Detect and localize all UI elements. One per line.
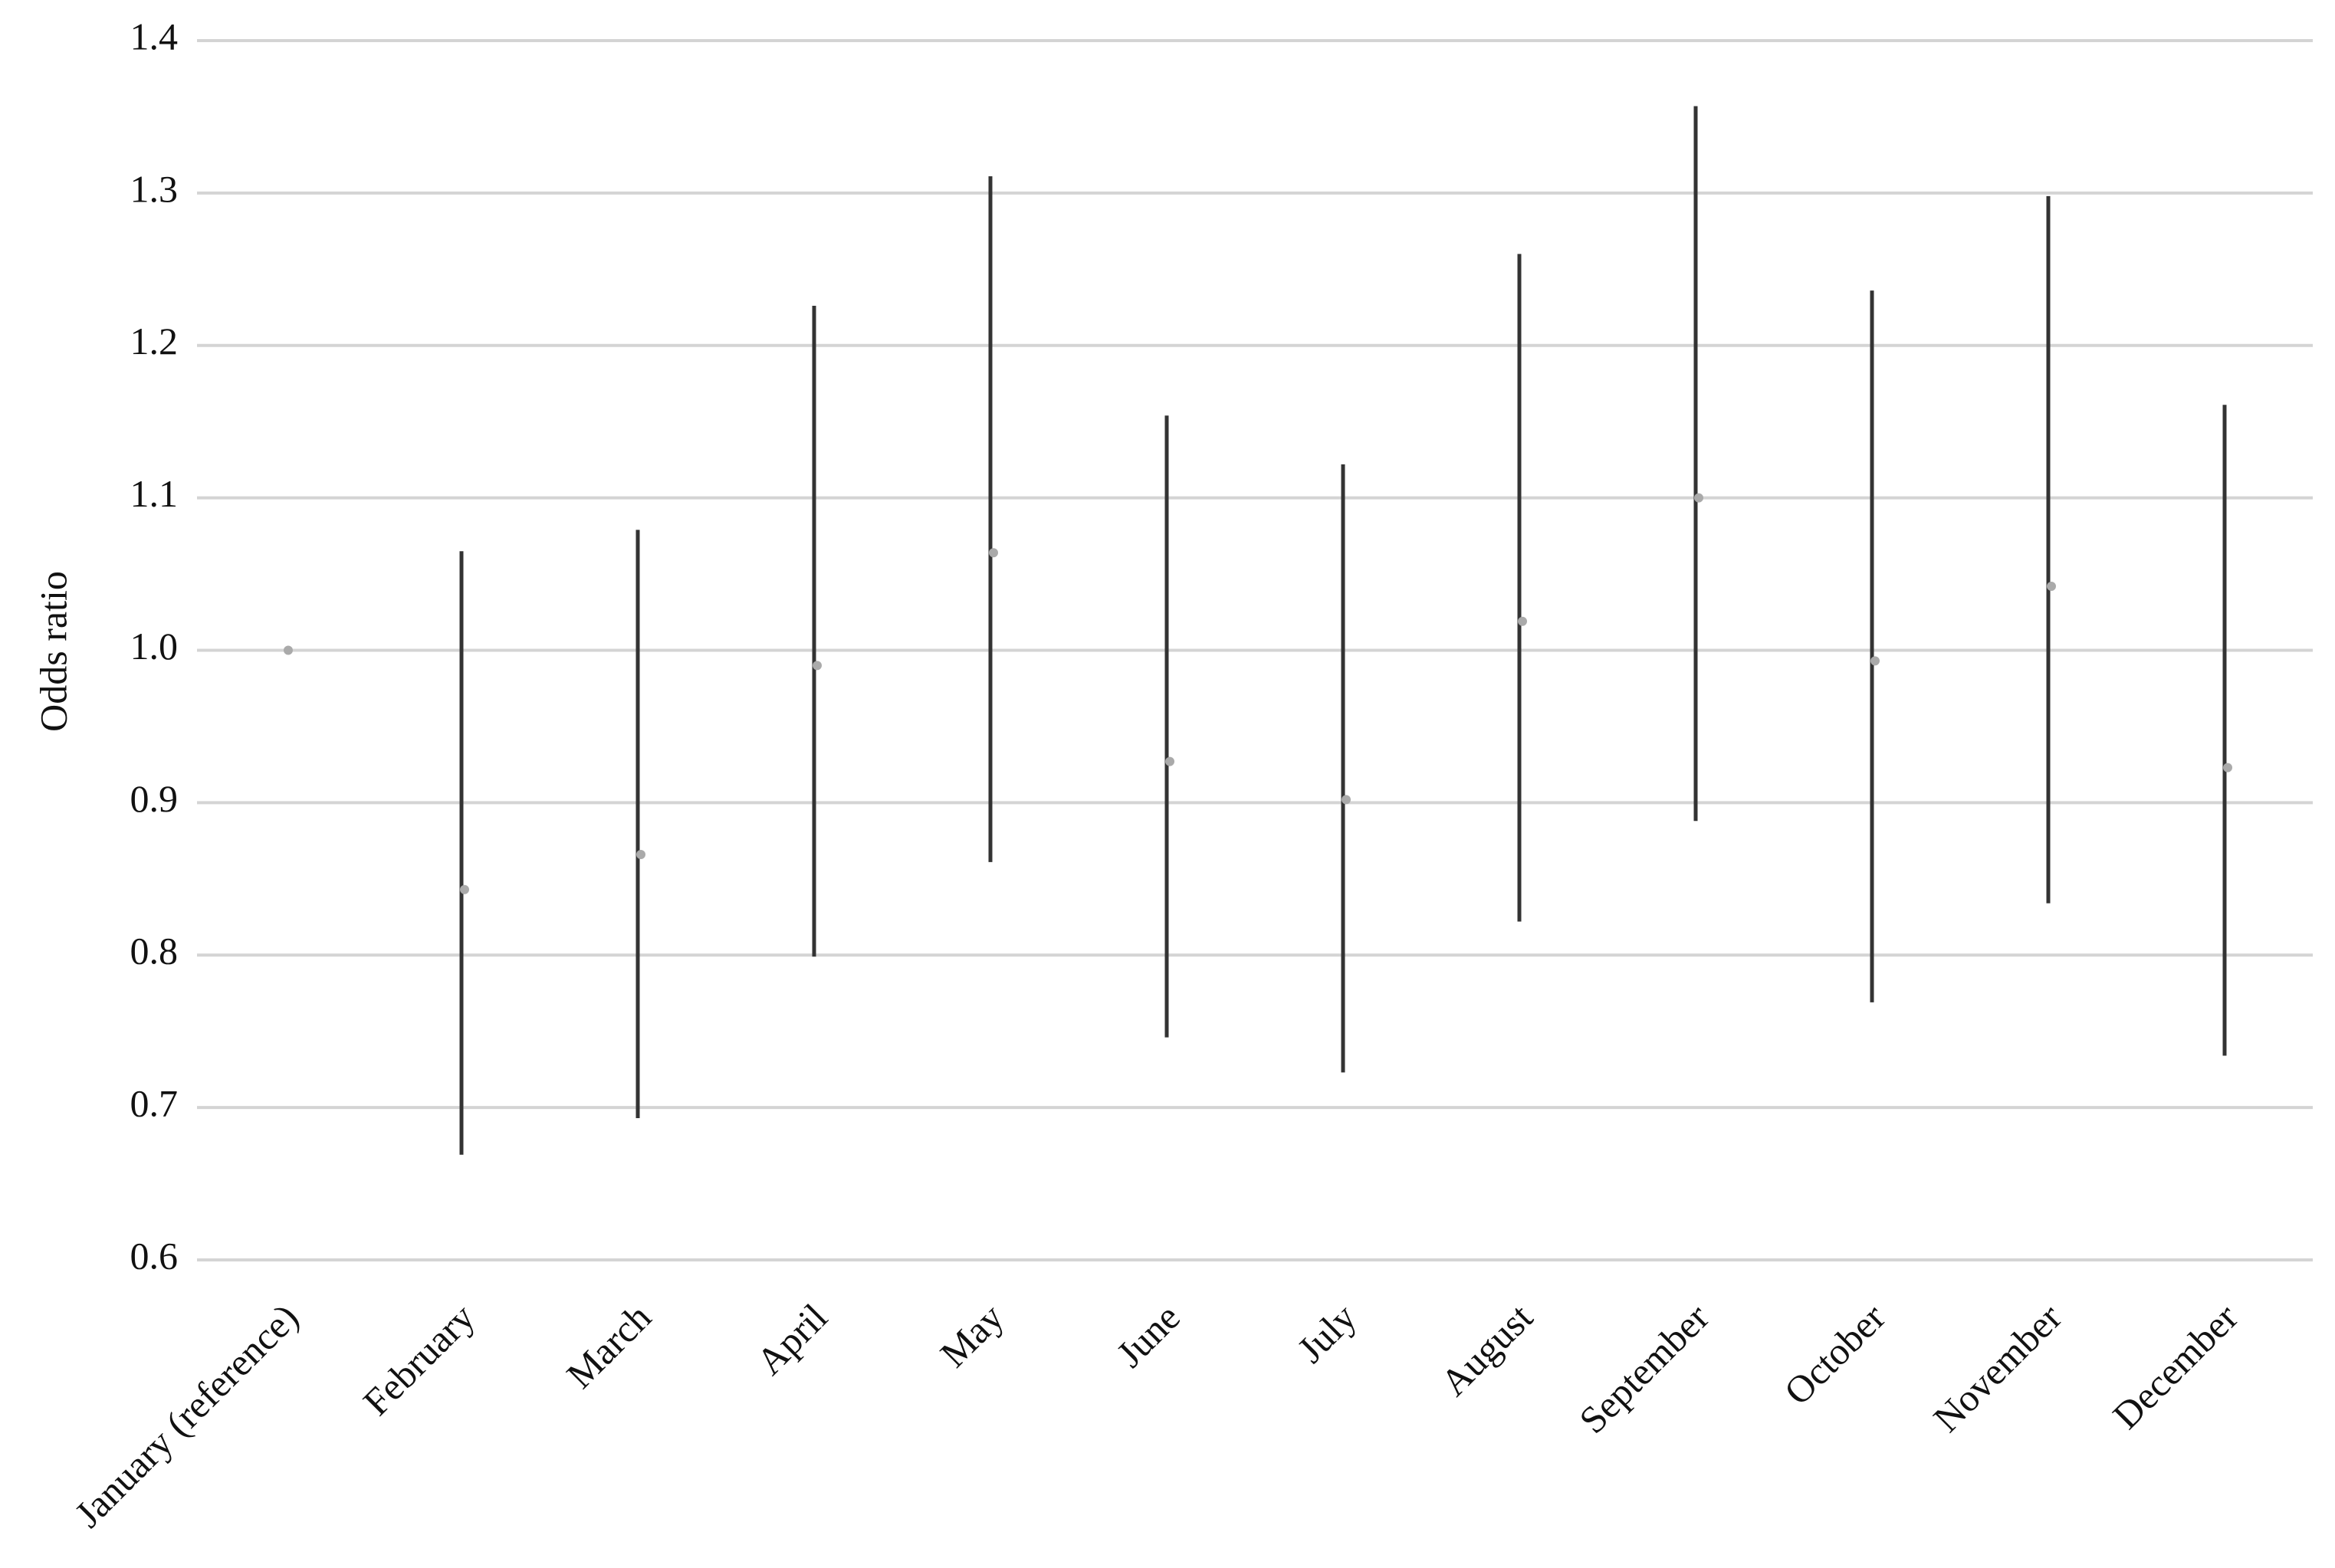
y-tick-label: 1.0 <box>130 625 179 668</box>
point <box>1165 756 1174 766</box>
point <box>813 661 822 671</box>
point <box>989 548 998 558</box>
point <box>2047 581 2056 591</box>
x-tick-label: January (reference) <box>66 1295 306 1535</box>
x-tick-label: May <box>931 1295 1011 1375</box>
x-tick-label: August <box>1432 1295 1541 1404</box>
point <box>1342 795 1351 805</box>
x-tick-label: September <box>1571 1295 1717 1442</box>
point <box>460 884 469 894</box>
point <box>2223 763 2232 773</box>
y-tick-label: 1.1 <box>130 472 179 515</box>
x-tick-label: July <box>1289 1295 1365 1371</box>
x-tick-label: April <box>748 1295 836 1383</box>
point <box>1870 656 1880 666</box>
y-tick-label: 1.3 <box>130 167 179 210</box>
point <box>1694 493 1703 503</box>
y-tick-label: 0.8 <box>130 930 179 973</box>
x-tick-label: February <box>355 1295 483 1423</box>
y-tick-label: 0.9 <box>130 777 179 820</box>
y-tick-label: 0.6 <box>130 1234 179 1277</box>
y-tick-label: 0.7 <box>130 1082 179 1125</box>
x-tick-label: March <box>558 1295 659 1396</box>
point <box>1518 616 1527 626</box>
x-tick-label: November <box>1925 1295 2070 1440</box>
x-tick-label: October <box>1775 1295 1893 1413</box>
x-tick-label: June <box>1108 1295 1187 1375</box>
point <box>636 849 645 859</box>
y-tick-label: 1.4 <box>130 15 179 57</box>
point <box>284 645 293 655</box>
x-tick-label: December <box>2104 1295 2246 1437</box>
y-tick-label: 1.2 <box>130 320 179 362</box>
y-axis-label: Odds ratio <box>31 571 74 732</box>
